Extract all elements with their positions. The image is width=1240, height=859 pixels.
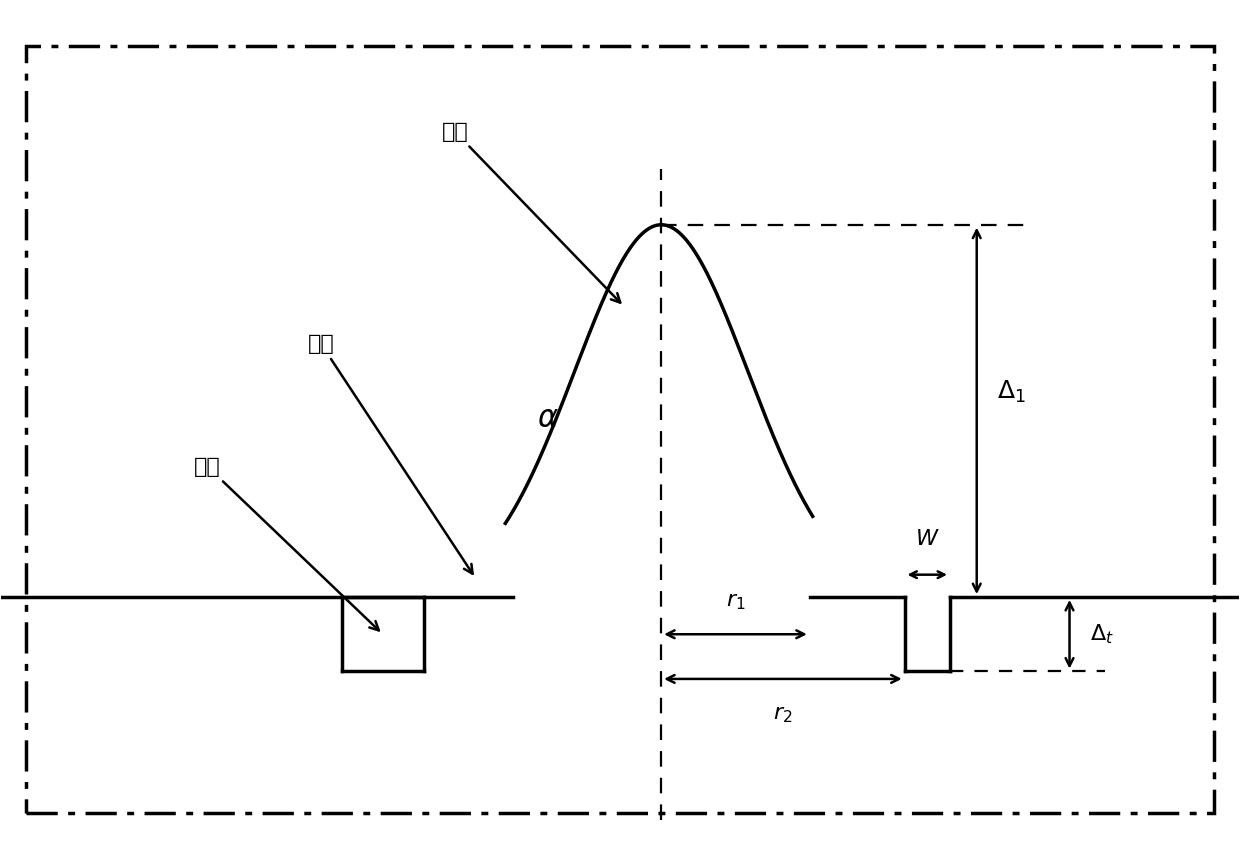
Text: $r_2$: $r_2$ [774,705,792,725]
Text: 包层: 包层 [308,334,472,574]
Text: $r_1$: $r_1$ [725,592,745,612]
Text: $\Delta_t$: $\Delta_t$ [1090,623,1114,646]
Text: 沟槽: 沟槽 [195,457,379,631]
Text: $\alpha$: $\alpha$ [537,404,559,433]
Text: $\Delta_1$: $\Delta_1$ [997,379,1027,405]
Text: 纤芯: 纤芯 [441,122,620,302]
Text: $W$: $W$ [915,528,940,549]
